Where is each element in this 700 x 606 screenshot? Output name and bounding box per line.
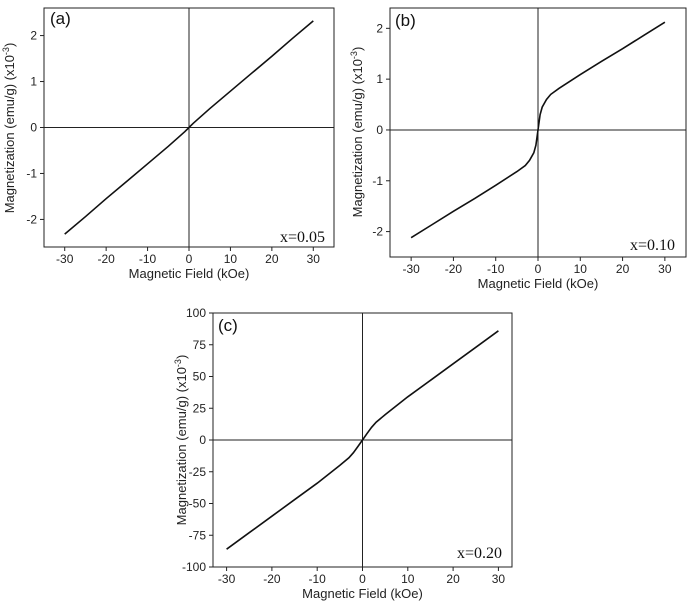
x-tick-label: 30 — [658, 262, 672, 276]
y-tick-label: 2 — [30, 29, 37, 43]
y-tick-label: 1 — [30, 75, 37, 89]
composition-annotation: x=0.05 — [280, 229, 325, 246]
y-tick-label: 25 — [193, 401, 207, 415]
x-tick-label: -20 — [263, 572, 281, 586]
composition-annotation: x=0.10 — [630, 237, 675, 254]
y-tick-label: 75 — [193, 338, 207, 352]
y-tick-label: -100 — [182, 560, 206, 574]
y-axis-title: Magnetization (emu/g) (x10-3) — [349, 47, 365, 218]
y-tick-label: 50 — [193, 370, 207, 384]
y-tick-label: -25 — [189, 465, 207, 479]
magnetization-curve — [226, 330, 499, 550]
x-tick-label: -30 — [56, 252, 74, 266]
y-tick-label: -50 — [189, 497, 207, 511]
y-axis-exponent: -3 — [173, 359, 183, 367]
x-tick-label: 30 — [307, 252, 321, 266]
x-axis-title: Magnetic Field (kOe) — [478, 276, 599, 291]
x-tick-label: -30 — [218, 572, 236, 586]
y-axis-title: Magnetization (emu/g) (x10-3) — [1, 43, 17, 214]
panel-label: (a) — [50, 9, 71, 28]
x-tick-label: -30 — [402, 262, 420, 276]
y-axis-exponent: -3 — [349, 51, 359, 59]
x-tick-label: -10 — [309, 572, 327, 586]
x-axis-title: Magnetic Field (kOe) — [302, 586, 423, 601]
y-tick-label: 0 — [30, 121, 37, 135]
y-axis-exponent: -3 — [1, 47, 11, 55]
x-tick-label: 0 — [359, 572, 366, 586]
composition-annotation: x=0.20 — [457, 545, 502, 562]
x-tick-label: -20 — [445, 262, 463, 276]
x-tick-label: 20 — [265, 252, 279, 266]
y-tick-label: -2 — [26, 212, 37, 226]
x-tick-label: -10 — [487, 262, 505, 276]
y-tick-label: 0 — [199, 433, 206, 447]
magnetization-curve — [64, 20, 314, 235]
y-tick-label: 100 — [186, 306, 206, 320]
y-tick-label: -2 — [372, 225, 383, 239]
y-tick-label: 1 — [376, 72, 383, 86]
y-tick-label: -1 — [26, 166, 37, 180]
x-tick-label: 10 — [224, 252, 238, 266]
x-axis-title: Magnetic Field (kOe) — [129, 266, 250, 281]
x-tick-label: -10 — [139, 252, 157, 266]
x-tick-label: -20 — [97, 252, 115, 266]
y-tick-label: -1 — [372, 174, 383, 188]
x-tick-label: 20 — [446, 572, 460, 586]
x-tick-label: 0 — [186, 252, 193, 266]
panel-label: (b) — [395, 11, 416, 30]
magnetization-curve — [410, 21, 666, 239]
x-tick-label: 20 — [616, 262, 630, 276]
y-axis-title: Magnetization (emu/g) (x10-3) — [173, 355, 189, 526]
y-tick-label: 2 — [376, 21, 383, 35]
x-tick-label: 10 — [401, 572, 415, 586]
y-tick-label: 0 — [376, 123, 383, 137]
y-tick-label: -75 — [189, 528, 207, 542]
x-tick-label: 30 — [492, 572, 506, 586]
x-tick-label: 0 — [535, 262, 542, 276]
x-tick-label: 10 — [574, 262, 588, 276]
chart-panel-3: -30 -20 -10 0 10 20 30-100-75-50-250255075100M… — [173, 306, 513, 601]
panel-label: (c) — [218, 316, 238, 335]
